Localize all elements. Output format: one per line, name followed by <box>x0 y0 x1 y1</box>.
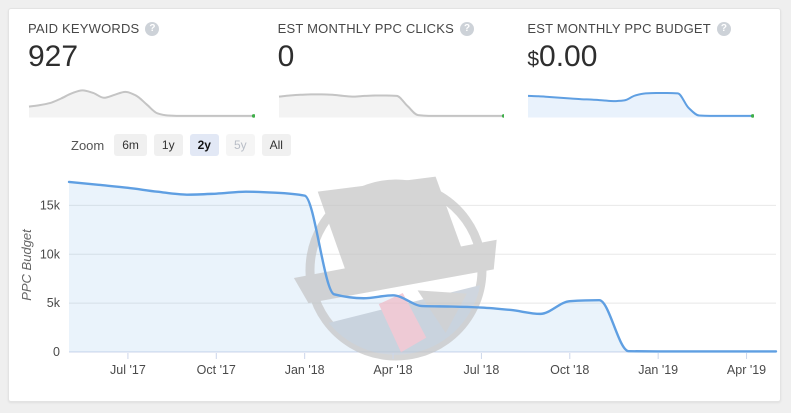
watermark-tie <box>378 293 427 353</box>
zoom-button-1y[interactable]: 1y <box>153 134 183 156</box>
x-tick-label: Apr '18 <box>373 363 412 377</box>
zoom-button-6m[interactable]: 6m <box>114 134 147 156</box>
y-tick-label: 10k <box>40 247 61 261</box>
help-icon[interactable]: ? <box>145 21 160 36</box>
sparkline-end-dot <box>751 114 755 118</box>
ppc-budget-sparkline <box>528 91 755 118</box>
stat-card-paid-keywords: PAID KEYWORDS ? 927 <box>28 21 255 118</box>
spyfu-watermark-logo <box>293 176 497 361</box>
x-tick-label: Oct '17 <box>197 363 236 377</box>
stat-title: EST MONTHLY PPC CLICKS <box>277 21 455 36</box>
paid-keywords-sparkline <box>28 89 255 118</box>
stat-value: $0.00 <box>527 40 754 76</box>
y-tick-label: 0 <box>53 345 60 359</box>
x-tick-label: Oct '18 <box>550 363 589 377</box>
help-icon[interactable]: ? <box>460 21 475 36</box>
budget-area-fill <box>69 181 776 352</box>
help-icon[interactable]: ? <box>716 21 731 36</box>
value-number: 0 <box>277 40 295 73</box>
zoom-label: Zoom <box>71 137 105 153</box>
zoom-button-2y[interactable]: 2y <box>189 134 219 156</box>
zoom-button-all[interactable]: All <box>261 134 291 156</box>
watermark-collar <box>417 290 467 333</box>
x-tick-label: Jul '18 <box>464 363 500 377</box>
sparkline-fill <box>28 90 254 118</box>
y-tick-label: 15k <box>40 198 61 212</box>
budget-line <box>67 180 778 353</box>
stat-value: 0 <box>278 40 505 76</box>
sparkline-end-dot <box>501 114 505 118</box>
sparkline-line <box>278 93 504 117</box>
value-prefix: $ <box>527 48 540 71</box>
stat-title: EST MONTHLY PPC BUDGET <box>527 21 711 36</box>
ppc-budget-chart[interactable]: 0 5k 10k 15k Jul '17 Oct '17 Jan '18 Apr '18 Ju… <box>9 167 782 399</box>
y-tick-label: 5k <box>47 296 61 310</box>
value-number: 927 <box>28 40 79 73</box>
stat-card-ppc-budget: EST MONTHLY PPC BUDGET ? $0.00 <box>527 21 755 118</box>
stat-value: 927 <box>28 40 255 76</box>
stat-card-ppc-clicks: EST MONTHLY PPC CLICKS ? 0 <box>278 21 505 118</box>
zoom-button-5y: 5y <box>225 134 255 156</box>
sparkline-fill <box>278 94 504 118</box>
stat-title: PAID KEYWORDS <box>28 21 140 36</box>
sparkline-line <box>28 89 254 117</box>
watermark-hat-brim <box>293 239 497 304</box>
x-tick-label: Jan '19 <box>638 363 678 377</box>
x-tick-label: Jul '17 <box>110 363 146 377</box>
watermark-hat-crown <box>317 176 462 272</box>
x-tick-label: Jan '18 <box>285 363 325 377</box>
x-tick-label: Apr '19 <box>727 363 766 377</box>
zoom-controls: Zoom 6m 1y 2y 5y All <box>71 133 780 157</box>
value-number: 0.00 <box>539 40 598 73</box>
ppc-overview-panel: PAID KEYWORDS ? 927 EST MONTHLY PPC CLIC… <box>8 8 781 402</box>
sparkline-end-dot <box>251 114 255 118</box>
ppc-clicks-sparkline <box>278 93 505 118</box>
stats-row: PAID KEYWORDS ? 927 EST MONTHLY PPC CLIC… <box>9 9 780 118</box>
sparkline-line <box>528 91 754 117</box>
y-axis-title: PPC Budget <box>19 229 34 301</box>
ppc-budget-chart-area: PPC Budget 0 5k 10k 15k Jul '17 Oct '17 Jan '… <box>9 167 780 399</box>
sparkline-fill <box>528 92 754 118</box>
